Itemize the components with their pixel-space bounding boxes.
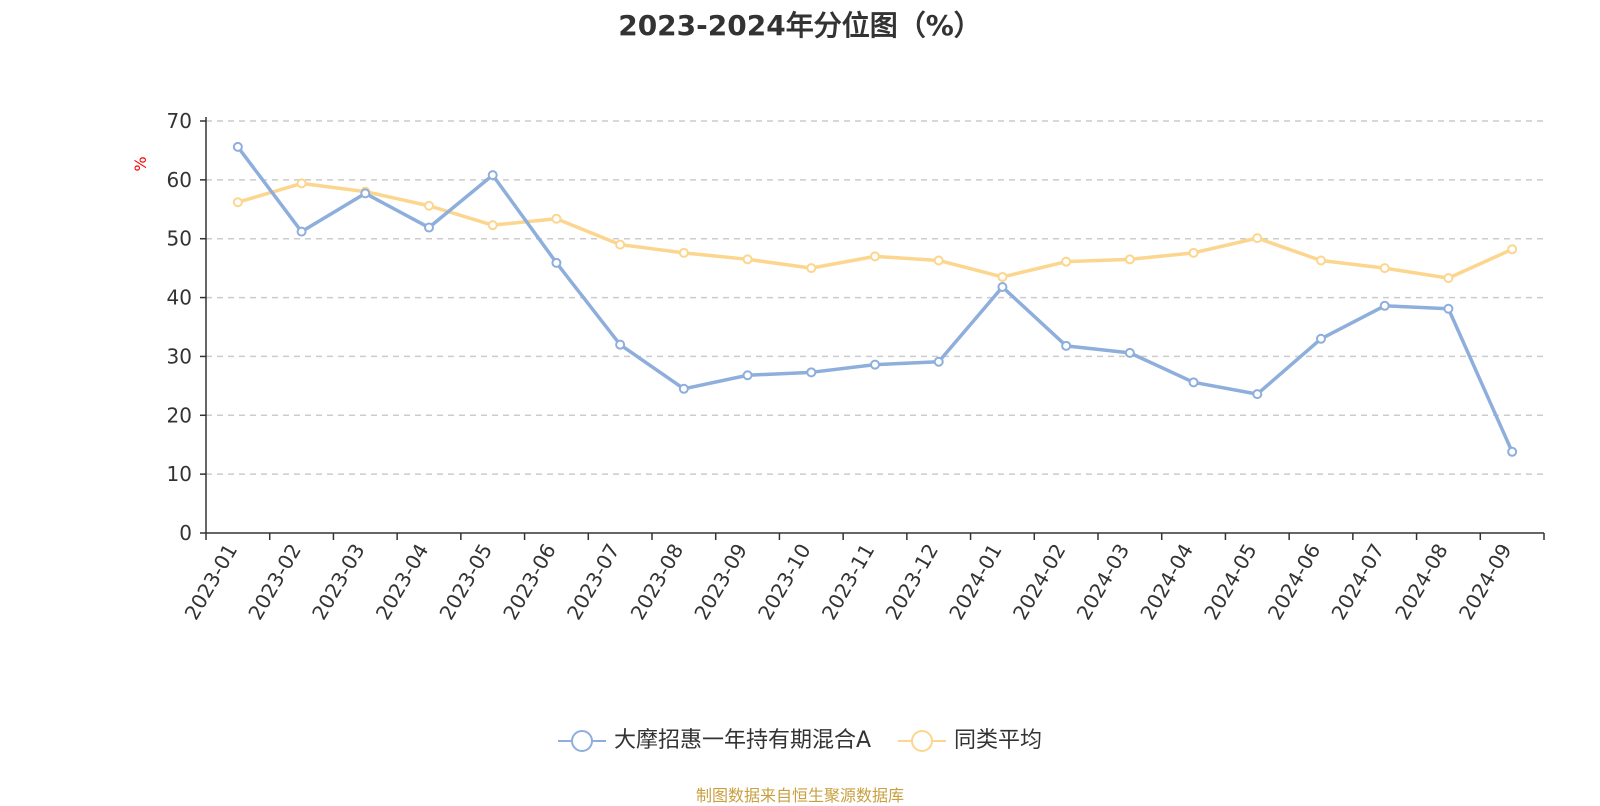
y-tick-label: 30: [167, 344, 192, 368]
data-point[interactable]: [742, 254, 753, 265]
series-line: [236, 145, 1514, 453]
y-tick-label: 0: [179, 521, 192, 545]
data-point[interactable]: [1252, 389, 1263, 400]
x-tick-label: 2023-11: [817, 540, 880, 624]
data-point[interactable]: [1443, 273, 1454, 284]
data-point[interactable]: [742, 370, 753, 381]
legend-label-fund: 大摩招惠一年持有期混合A: [613, 728, 872, 753]
y-tick-label: 50: [167, 227, 192, 251]
data-point[interactable]: [1124, 254, 1135, 265]
y-axis-label: %: [131, 156, 150, 171]
data-point[interactable]: [551, 213, 562, 224]
gridlines: [206, 120, 1544, 475]
y-tick-label: 40: [167, 286, 192, 310]
data-point[interactable]: [870, 251, 880, 262]
x-tick-label: 2024-06: [1263, 540, 1326, 624]
y-tick-label: 70: [167, 109, 192, 133]
legend-marker-peer-average: [898, 730, 947, 752]
data-point[interactable]: [424, 222, 434, 233]
x-tick-label: 2023-09: [689, 540, 752, 624]
x-tick-label: 2024-09: [1454, 540, 1517, 624]
legend: 大摩招惠一年持有期混合A 同类平均: [0, 722, 1600, 754]
legend-label-peer-average: 同类平均: [954, 728, 1043, 753]
legend-marker-fund: [557, 730, 606, 752]
data-point[interactable]: [615, 239, 626, 250]
x-tick-label: 2023-05: [434, 540, 497, 624]
y-tick-label: 20: [167, 403, 192, 427]
data-point[interactable]: [1316, 255, 1326, 266]
data-point[interactable]: [933, 255, 944, 266]
data-point[interactable]: [487, 220, 498, 231]
data-point[interactable]: [678, 247, 689, 258]
x-tick-label: 2023-02: [243, 540, 306, 624]
data-point[interactable]: [232, 197, 243, 208]
x-tick-label: 2023-08: [626, 540, 689, 624]
data-point[interactable]: [360, 188, 371, 199]
data-point[interactable]: [1507, 446, 1518, 457]
data-point[interactable]: [806, 263, 817, 274]
data-point[interactable]: [232, 141, 243, 152]
data-point[interactable]: [1061, 340, 1072, 351]
data-point[interactable]: [997, 271, 1008, 282]
data-point[interactable]: [1379, 300, 1390, 311]
x-tick-label: 2024-03: [1072, 540, 1135, 624]
data-point[interactable]: [678, 383, 689, 394]
data-point[interactable]: [933, 356, 944, 367]
x-tick-label: 2023-12: [880, 540, 943, 624]
data-point[interactable]: [997, 281, 1008, 292]
x-tick-label: 2023-06: [498, 540, 561, 624]
data-point[interactable]: [424, 200, 434, 211]
x-tick-label: 2023-03: [307, 540, 370, 624]
data-source-note: 制图数据来自恒生聚源数据库: [695, 786, 904, 805]
data-point[interactable]: [870, 359, 880, 370]
data-point[interactable]: [487, 170, 498, 181]
data-point[interactable]: [296, 226, 307, 237]
chart-title: 2023-2024年分位图（%）: [618, 9, 982, 42]
x-tick-label: 2024-07: [1326, 540, 1389, 624]
data-point[interactable]: [1443, 303, 1454, 314]
legend-item-peer-average[interactable]: 同类平均: [898, 722, 1042, 754]
x-tick-label: 2023-04: [371, 540, 434, 624]
x-tick-label: 2024-08: [1390, 540, 1453, 624]
data-point[interactable]: [1507, 244, 1518, 255]
data-point[interactable]: [806, 367, 817, 378]
data-point[interactable]: [1061, 256, 1072, 267]
data-point[interactable]: [1188, 247, 1199, 258]
series-lines: [232, 141, 1518, 457]
x-tick-label: 2023-07: [562, 540, 625, 624]
x-tick-label: 2024-02: [1008, 540, 1071, 624]
data-point[interactable]: [1188, 377, 1199, 388]
x-tick-label: 2023-01: [180, 540, 243, 624]
legend-item-fund[interactable]: 大摩招惠一年持有期混合A: [557, 722, 872, 754]
y-tick-label: 60: [167, 168, 192, 192]
y-tick-label: 10: [167, 462, 192, 486]
data-point[interactable]: [1124, 347, 1135, 358]
data-point[interactable]: [296, 178, 307, 189]
data-point[interactable]: [1316, 333, 1326, 344]
data-point[interactable]: [615, 339, 626, 350]
x-tick-label: 2024-01: [944, 540, 1007, 624]
data-point[interactable]: [551, 257, 562, 268]
x-tick-label: 2023-10: [753, 540, 816, 624]
x-tick-label: 2024-05: [1199, 540, 1262, 624]
x-tick-label: 2024-04: [1135, 540, 1198, 624]
data-point[interactable]: [1252, 233, 1263, 244]
data-point[interactable]: [1379, 263, 1390, 274]
